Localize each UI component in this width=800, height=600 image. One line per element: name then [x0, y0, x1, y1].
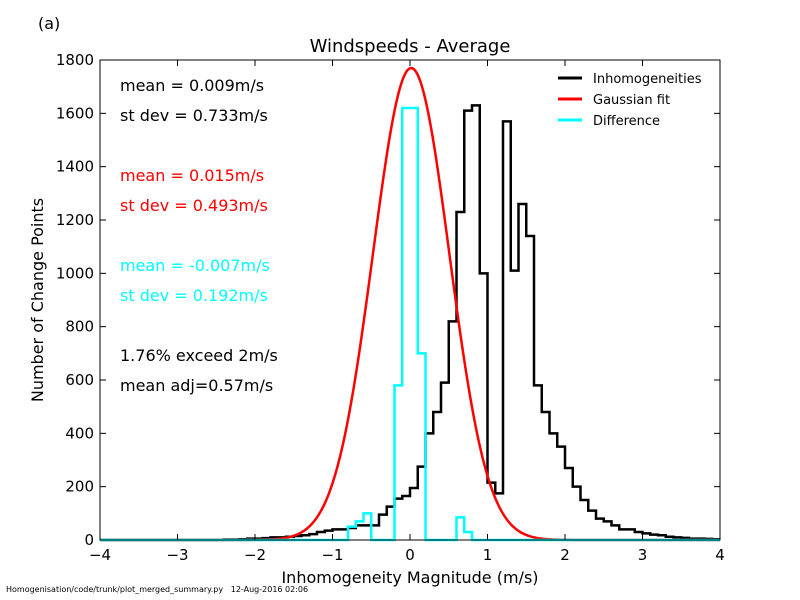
y-tick-label: 800 — [65, 318, 94, 336]
y-tick-label: 1000 — [56, 264, 94, 282]
stat-annotation: mean = -0.007m/s — [120, 256, 270, 275]
x-tick-label: −4 — [89, 546, 111, 564]
panel-label: (a) — [38, 14, 61, 33]
footer-timestamp: 12-Aug-2016 02:06 — [230, 585, 309, 594]
stat-annotation: mean = 0.009m/s — [120, 76, 264, 95]
x-tick-label: −1 — [321, 546, 343, 564]
y-tick-label: 400 — [65, 424, 94, 442]
x-tick-label: −3 — [166, 546, 188, 564]
chart-title: Windspeeds - Average — [310, 36, 511, 57]
x-tick-label: 2 — [560, 546, 570, 564]
y-tick-label: 200 — [65, 478, 94, 496]
x-tick-label: 1 — [483, 546, 493, 564]
stat-annotation: mean adj=0.57m/s — [120, 376, 273, 395]
y-tick-label: 1400 — [56, 158, 94, 176]
y-tick-label: 600 — [65, 371, 94, 389]
stat-annotation: mean = 0.015m/s — [120, 166, 264, 185]
y-tick-label: 0 — [84, 531, 94, 549]
x-axis-label: Inhomogeneity Magnitude (m/s) — [281, 568, 538, 587]
y-tick-label: 1600 — [56, 104, 94, 122]
legend-label: Inhomogeneities — [593, 72, 702, 87]
footer-note: Homogenisation/code/trunk/plot_merged_su… — [6, 585, 308, 594]
stat-annotation: st dev = 0.192m/s — [120, 286, 268, 305]
y-tick-label: 1800 — [56, 51, 94, 69]
footer-script-path: Homogenisation/code/trunk/plot_merged_su… — [6, 585, 224, 594]
legend-label: Gaussian fit — [593, 93, 670, 108]
stat-annotation: 1.76% exceed 2m/s — [120, 346, 278, 365]
stat-annotation: st dev = 0.733m/s — [120, 106, 268, 125]
x-tick-label: 3 — [638, 546, 648, 564]
x-tick-label: 4 — [715, 546, 725, 564]
legend-label: Difference — [593, 114, 660, 129]
y-axis-label: Number of Change Points — [28, 198, 47, 402]
x-tick-label: 0 — [405, 546, 415, 564]
stat-annotation: st dev = 0.493m/s — [120, 196, 268, 215]
x-tick-label: −2 — [244, 546, 266, 564]
y-tick-label: 1200 — [56, 211, 94, 229]
